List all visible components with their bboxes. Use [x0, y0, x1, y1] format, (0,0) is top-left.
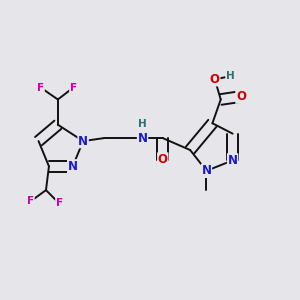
Text: O: O — [236, 90, 246, 103]
Text: N: N — [228, 154, 238, 167]
Text: F: F — [27, 196, 34, 206]
Text: N: N — [78, 135, 88, 148]
Text: H: H — [226, 71, 235, 81]
Text: N: N — [138, 132, 148, 145]
Text: N: N — [202, 164, 212, 177]
Text: N: N — [68, 160, 78, 173]
Text: F: F — [70, 82, 77, 93]
Text: F: F — [56, 199, 63, 208]
Text: O: O — [158, 153, 168, 166]
Text: H: H — [138, 119, 147, 129]
Text: O: O — [210, 73, 220, 86]
Text: F: F — [37, 82, 44, 93]
